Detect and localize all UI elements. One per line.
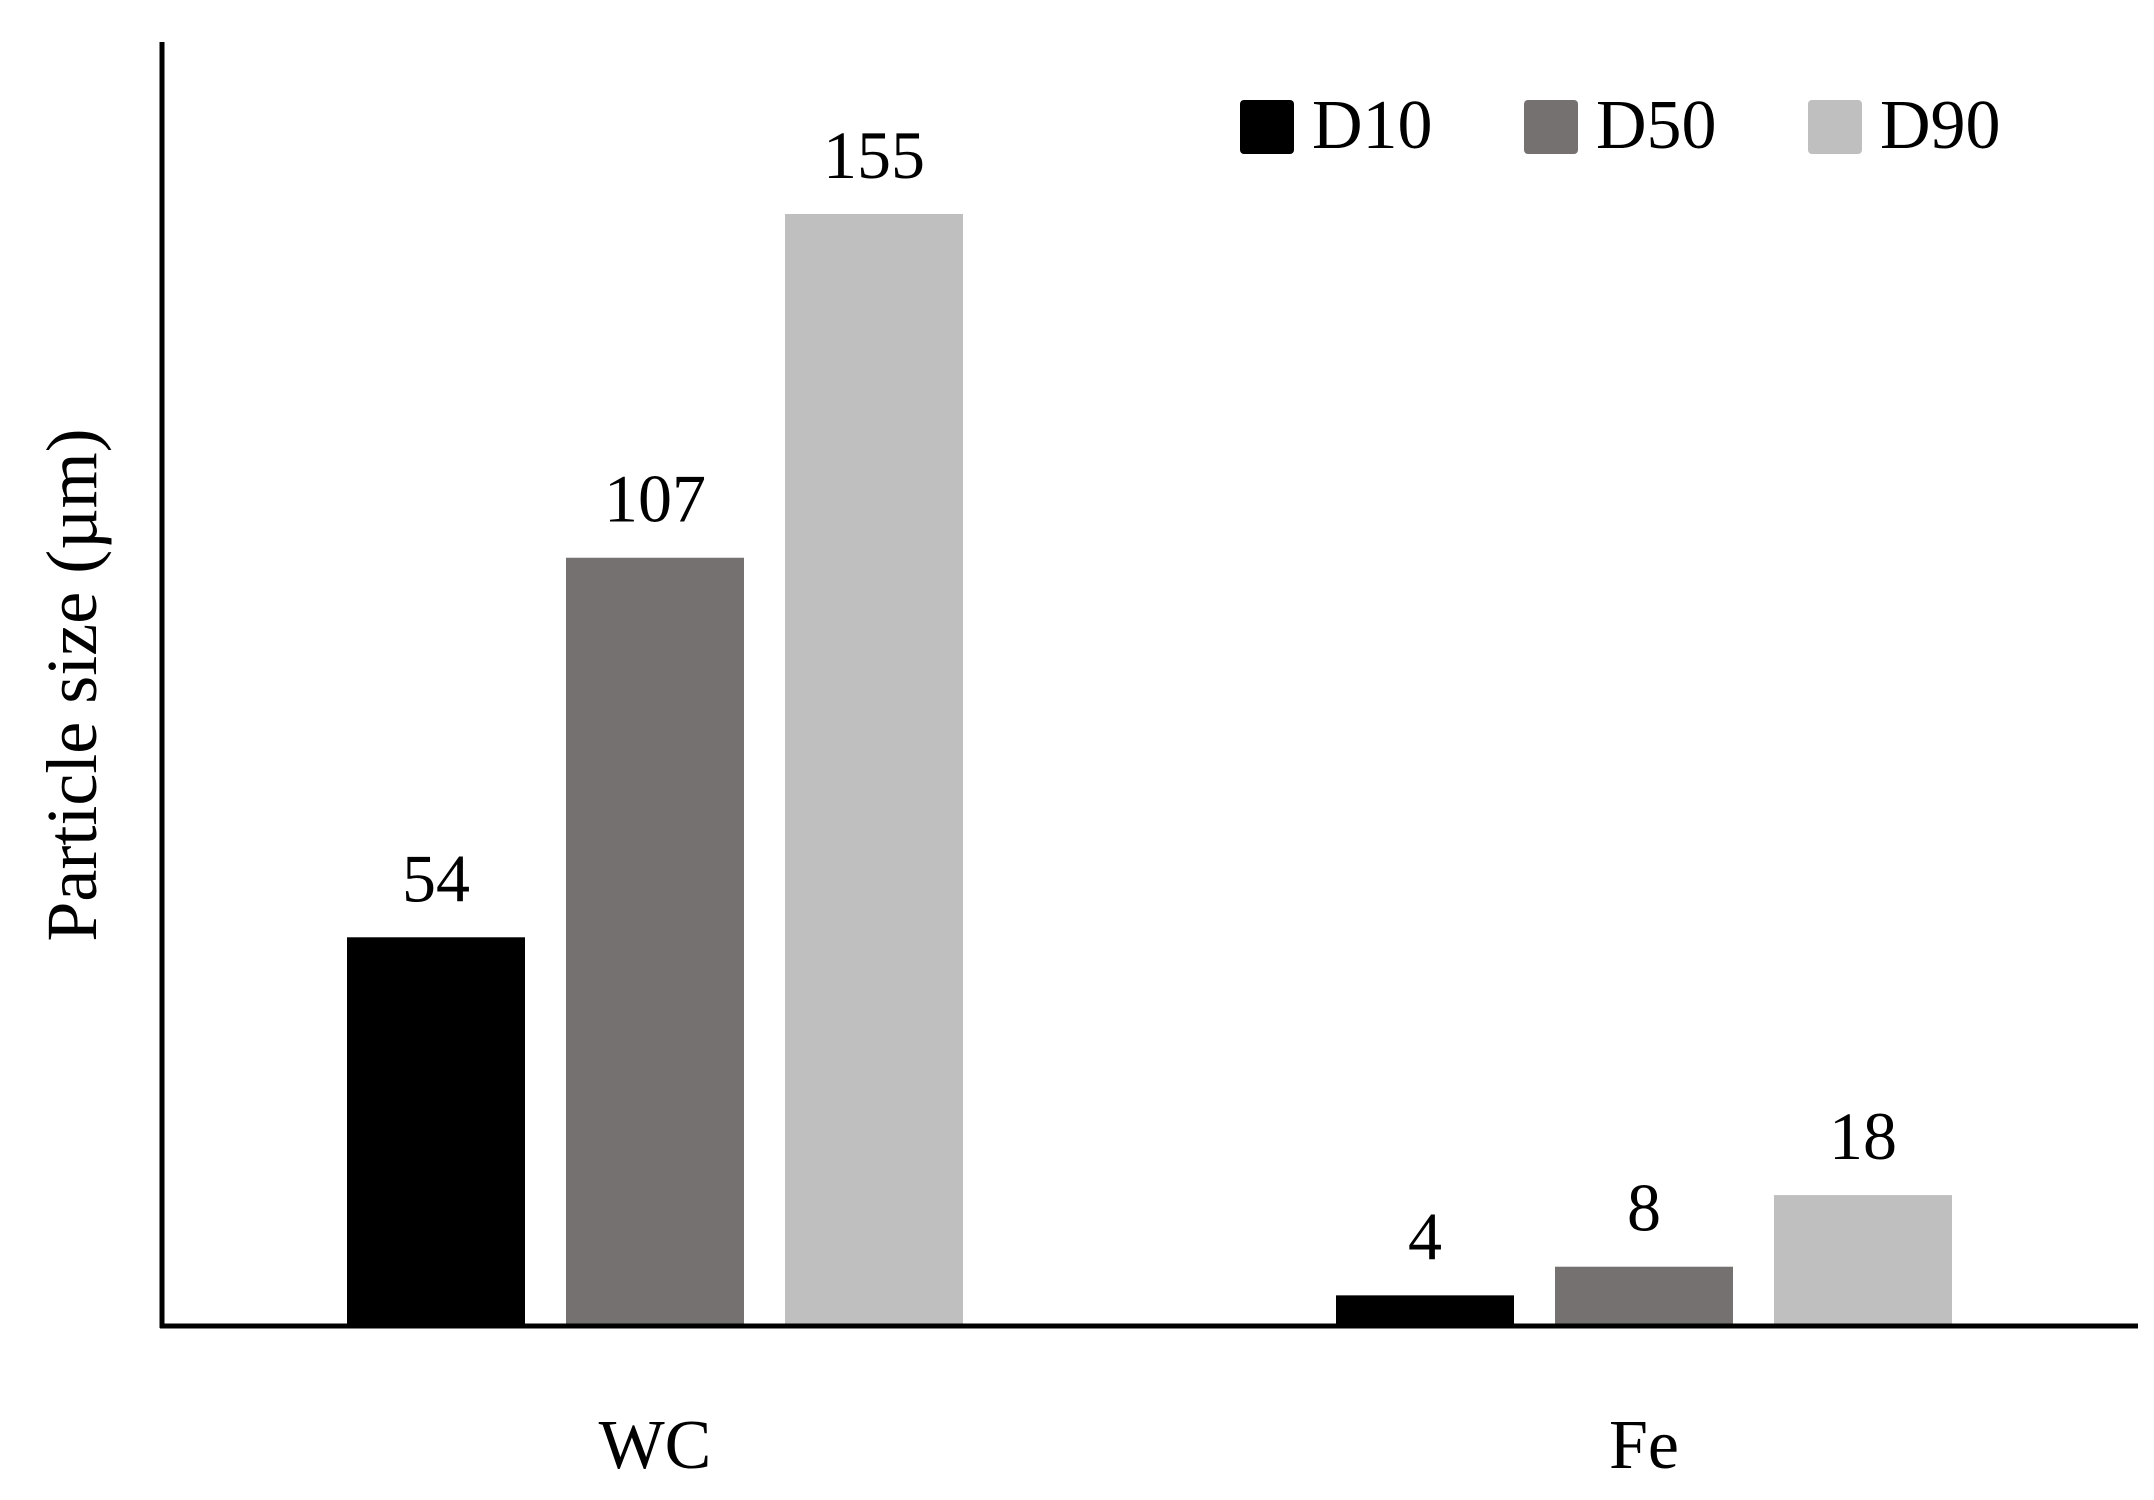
bar-wc-d90 (785, 214, 963, 1324)
bar-fe-d50 (1555, 1266, 1733, 1324)
data-label-fe-d10: 4 (1408, 1198, 1442, 1274)
axes-layer (159, 42, 2138, 1329)
legend-label-d10: D10 (1312, 87, 1433, 164)
data-label-wc-d90: 155 (823, 117, 925, 193)
bars-layer (347, 214, 1952, 1324)
legend-swatch-d10 (1240, 100, 1294, 154)
data-label-wc-d50: 107 (604, 461, 706, 537)
category-labels-layer: WC Fe (599, 1407, 1679, 1484)
legend-swatch-d50 (1524, 100, 1578, 154)
legend-label-d50: D50 (1596, 87, 1717, 164)
category-label-wc: WC (599, 1407, 712, 1484)
data-label-wc-d10: 54 (402, 840, 470, 916)
legend: D10 D50 D90 (1240, 87, 2001, 164)
legend-swatch-d90 (1808, 100, 1862, 154)
data-label-fe-d50: 8 (1627, 1170, 1661, 1246)
bar-wc-d10 (347, 937, 525, 1324)
bar-wc-d50 (566, 557, 744, 1324)
category-label-fe: Fe (1609, 1407, 1679, 1484)
bar-fe-d10 (1336, 1295, 1514, 1324)
bar-fe-d90 (1774, 1195, 1952, 1324)
y-axis-title: Particle size (µm) (32, 428, 112, 941)
data-labels-layer: 54 107 155 4 8 18 (402, 117, 1897, 1274)
legend-label-d90: D90 (1880, 87, 2001, 164)
data-label-fe-d90: 18 (1829, 1098, 1897, 1174)
